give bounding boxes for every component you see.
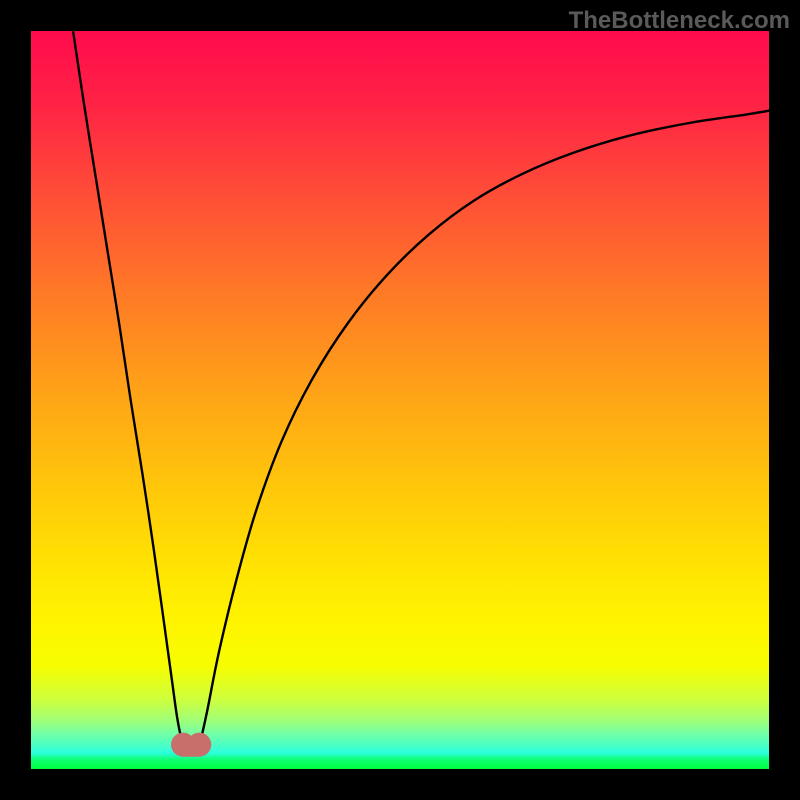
bottleneck-curve-chart bbox=[31, 31, 769, 769]
marker-point-1 bbox=[187, 733, 211, 757]
curve-left-branch bbox=[73, 31, 181, 740]
watermark-text: TheBottleneck.com bbox=[569, 7, 790, 35]
plot-area bbox=[31, 31, 769, 769]
curve-right-branch bbox=[201, 111, 769, 741]
